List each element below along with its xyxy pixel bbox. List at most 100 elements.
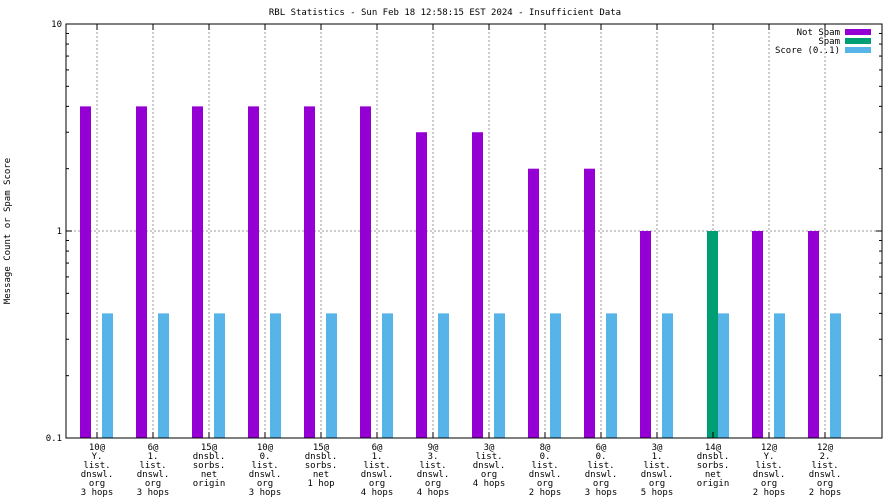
x-tick-label-line: 6@ [148, 443, 159, 453]
bar-not-spam [752, 231, 763, 438]
x-tick-label-line: sorbs. [193, 461, 226, 471]
x-tick-label-line: 3 hops [249, 488, 282, 498]
x-tick-label-line: 3 hops [585, 488, 618, 498]
x-tick-label: 6@ 1. list. dnswl. org 4 hops [361, 443, 394, 498]
legend-swatch [845, 38, 871, 44]
x-tick-label: 3@ list. dnswl. org 4 hops [473, 443, 506, 489]
x-tick-label-line: 3@ [484, 443, 495, 453]
x-tick-label-line: 4 hops [473, 479, 506, 489]
x-tick-label-line: 1. [148, 452, 159, 462]
bar-score-0-1- [718, 313, 729, 438]
bar-score-0-1- [550, 313, 561, 438]
x-tick-label-line: dnswl. [809, 470, 842, 480]
legend-label: Score (0..1) [775, 46, 840, 56]
x-tick-label-line: dnswl. [753, 470, 786, 480]
x-tick-label-line: 4 hops [417, 488, 450, 498]
x-tick-label-line: org [145, 479, 161, 489]
x-tick-label-line: org [89, 479, 105, 489]
x-tick-label: 12@ 2. list. dnswl. org 2 hops [809, 443, 842, 498]
bar-not-spam [808, 231, 819, 438]
x-tick-label: 9@ 3. list. dnswl. org 4 hops [417, 443, 450, 498]
x-tick-label-line: list. [643, 461, 670, 471]
x-tick-label-line: net [313, 470, 329, 480]
y-tick-label: 10 [51, 20, 62, 30]
y-axis-label: Message Count or Spam Score [3, 158, 13, 304]
x-tick-label: 15@ dnsbl. sorbs. net 1 hop [305, 443, 338, 489]
x-tick-label-line: 2 hops [529, 488, 562, 498]
x-tick-label-line: net [201, 470, 217, 480]
x-tick-label: 14@ dnsbl. sorbs. net origin [697, 443, 730, 489]
legend-swatch [845, 47, 871, 53]
x-tick-label-line: dnswl. [641, 470, 674, 480]
x-tick-label-line: dnswl. [585, 470, 618, 480]
x-tick-label-line: 10@ [89, 443, 106, 453]
x-tick-label-line: 2 hops [753, 488, 786, 498]
x-tick-label-line: list. [363, 461, 390, 471]
bar-not-spam [248, 106, 259, 438]
x-tick-label-line: list. [811, 461, 838, 471]
x-tick-label-line: org [593, 479, 609, 489]
bar-score-0-1- [662, 313, 673, 438]
bar-not-spam [472, 132, 483, 438]
x-tick-label-line: 9@ [428, 443, 439, 453]
x-tick-label-line: org [817, 479, 833, 489]
x-tick-label: 10@ 0. list. dnswl. org 3 hops [249, 443, 282, 498]
x-tick-label: 6@ 1. list. dnswl. org 3 hops [137, 443, 170, 498]
x-tick-label-line: 2 hops [809, 488, 842, 498]
legend-label: Not Spam [797, 28, 840, 38]
bar-score-0-1- [102, 313, 113, 438]
x-tick-label-line: dnsbl. [193, 452, 226, 462]
x-tick-label-line: 1 hop [307, 479, 334, 489]
x-tick-label-line: 10@ [257, 443, 274, 453]
x-tick-label-line: 0. [260, 452, 271, 462]
x-tick-label-line: 0. [540, 452, 551, 462]
x-tick-label-line: Y. [764, 452, 775, 462]
x-tick-label-line: list. [251, 461, 278, 471]
x-tick-label-line: 12@ [761, 443, 778, 453]
x-tick-label-line: 3. [428, 452, 439, 462]
bar-score-0-1- [606, 313, 617, 438]
x-tick-label: 10@ Y. list. dnswl. org 3 hops [81, 443, 114, 498]
x-tick-label-line: dnswl. [417, 470, 450, 480]
x-tick-label-line: dnswl. [249, 470, 282, 480]
x-tick-label-line: list. [755, 461, 782, 471]
x-tick-label-line: net [705, 470, 721, 480]
x-tick-label-line: dnswl. [137, 470, 170, 480]
bar-not-spam [192, 106, 203, 438]
bar-spam [707, 231, 718, 438]
bar-score-0-1- [158, 313, 169, 438]
legend-label: Spam [818, 37, 840, 47]
bar-score-0-1- [830, 313, 841, 438]
x-tick-label-line: list. [475, 452, 502, 462]
y-tick-label: 0.1 [46, 434, 62, 444]
x-tick-label-line: 4 hops [361, 488, 394, 498]
x-tick-label-line: org [761, 479, 777, 489]
x-tick-label-line: list. [531, 461, 558, 471]
x-tick-label-line: 0. [596, 452, 607, 462]
x-tick-label-line: sorbs. [697, 461, 730, 471]
x-tick-label-line: 3@ [652, 443, 663, 453]
legend-swatch [845, 29, 871, 35]
bar-not-spam [136, 106, 147, 438]
bar-not-spam [360, 106, 371, 438]
bar-score-0-1- [774, 313, 785, 438]
x-tick-label-line: 5 hops [641, 488, 674, 498]
bar-score-0-1- [270, 313, 281, 438]
bar-not-spam [416, 132, 427, 438]
x-tick-label-line: 15@ [313, 443, 330, 453]
x-tick-label-line: org [369, 479, 385, 489]
bar-score-0-1- [214, 313, 225, 438]
x-tick-label-line: dnswl. [81, 470, 114, 480]
bar-not-spam [528, 168, 539, 438]
x-tick-label-line: list. [419, 461, 446, 471]
x-tick-label-line: 6@ [596, 443, 607, 453]
x-tick-label-line: 1. [652, 452, 663, 462]
bar-score-0-1- [494, 313, 505, 438]
x-tick-label-line: dnsbl. [697, 452, 730, 462]
x-tick-label-line: 14@ [705, 443, 722, 453]
x-tick-label-line: org [649, 479, 665, 489]
x-tick-label-line: org [425, 479, 441, 489]
x-tick-label-line: dnsbl. [305, 452, 338, 462]
